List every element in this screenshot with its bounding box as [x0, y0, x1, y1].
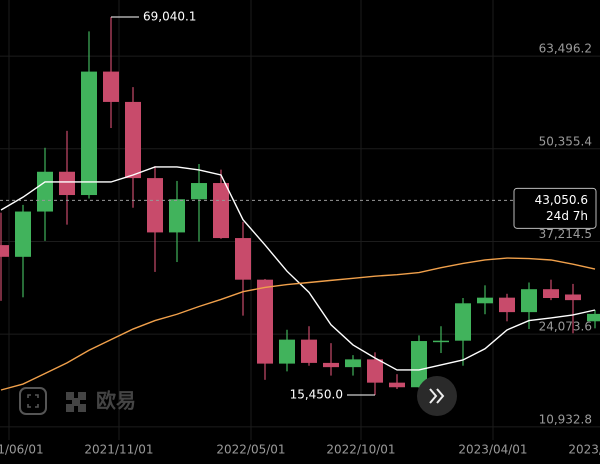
candle-body [147, 178, 163, 233]
watermark-text: 欧易 [96, 389, 136, 413]
candle-body [477, 297, 493, 304]
countdown-label: 24d 7h [546, 209, 588, 223]
moving-average-line [0, 166, 596, 371]
candle-body [59, 171, 75, 196]
candle-body [103, 71, 119, 102]
candle-body [323, 362, 339, 368]
high-marker-label: 69,040.1 [143, 9, 196, 23]
candle-body [301, 339, 317, 363]
overlay: 69,040.1 15,450.0 43,050.6 24d 7h [0, 9, 597, 401]
y-tick-label: 37,214.5 [539, 227, 592, 241]
candle-body [169, 199, 185, 233]
x-tick-label: 2022/05/01 [216, 443, 285, 457]
candle-body [345, 359, 361, 368]
x-tick-label: 2023/04/01 [458, 443, 527, 457]
candle-body [367, 359, 383, 383]
logo [66, 392, 86, 412]
current-price-box [513, 187, 597, 229]
y-tick-label: 24,073.6 [539, 320, 592, 334]
candle-body [433, 340, 449, 343]
fullscreen-icon[interactable] [19, 387, 47, 415]
candle-body [543, 289, 559, 299]
candle-body [587, 313, 600, 322]
candle-body [213, 183, 229, 239]
x-tick-label: 2021/06/01 [0, 443, 44, 457]
scroll-arrow [429, 388, 445, 404]
candle-body [125, 101, 141, 179]
x-tick-label: 2021/11/01 [84, 443, 153, 457]
candle-body [279, 339, 295, 364]
candle-body [499, 297, 515, 313]
low-marker-label: 15,450.0 [290, 387, 343, 401]
plot [0, 16, 600, 395]
watermark: 欧易 [19, 387, 136, 415]
y-tick-label: 63,496.2 [539, 42, 592, 56]
candle-body [455, 303, 471, 341]
candle-body [257, 279, 273, 364]
candle-body [521, 289, 537, 313]
current-price-label: 43,050.6 [535, 193, 588, 207]
moving-average-line [0, 257, 596, 391]
grid [0, 0, 600, 440]
y-tick-label: 10,932.8 [539, 412, 592, 426]
candle-body [235, 238, 251, 280]
candle-body [15, 211, 31, 257]
candle-body [565, 294, 581, 301]
y-tick-label: 50,355.4 [539, 134, 592, 148]
x-tick-label: 2023/09/01 [568, 443, 600, 457]
candle-body [37, 171, 53, 212]
fullscreen-glyph [27, 394, 39, 408]
scroll-button[interactable] [417, 376, 457, 416]
candle-body [389, 382, 405, 388]
candle-body [411, 341, 427, 388]
candle-body [191, 183, 207, 200]
candle-body [81, 71, 97, 196]
candle-body [0, 245, 9, 257]
y-axis: 63,496.2 50,355.4 37,214.5 24,073.6 10,932.8… [0, 42, 600, 457]
x-tick-label: 2022/10/01 [326, 443, 395, 457]
